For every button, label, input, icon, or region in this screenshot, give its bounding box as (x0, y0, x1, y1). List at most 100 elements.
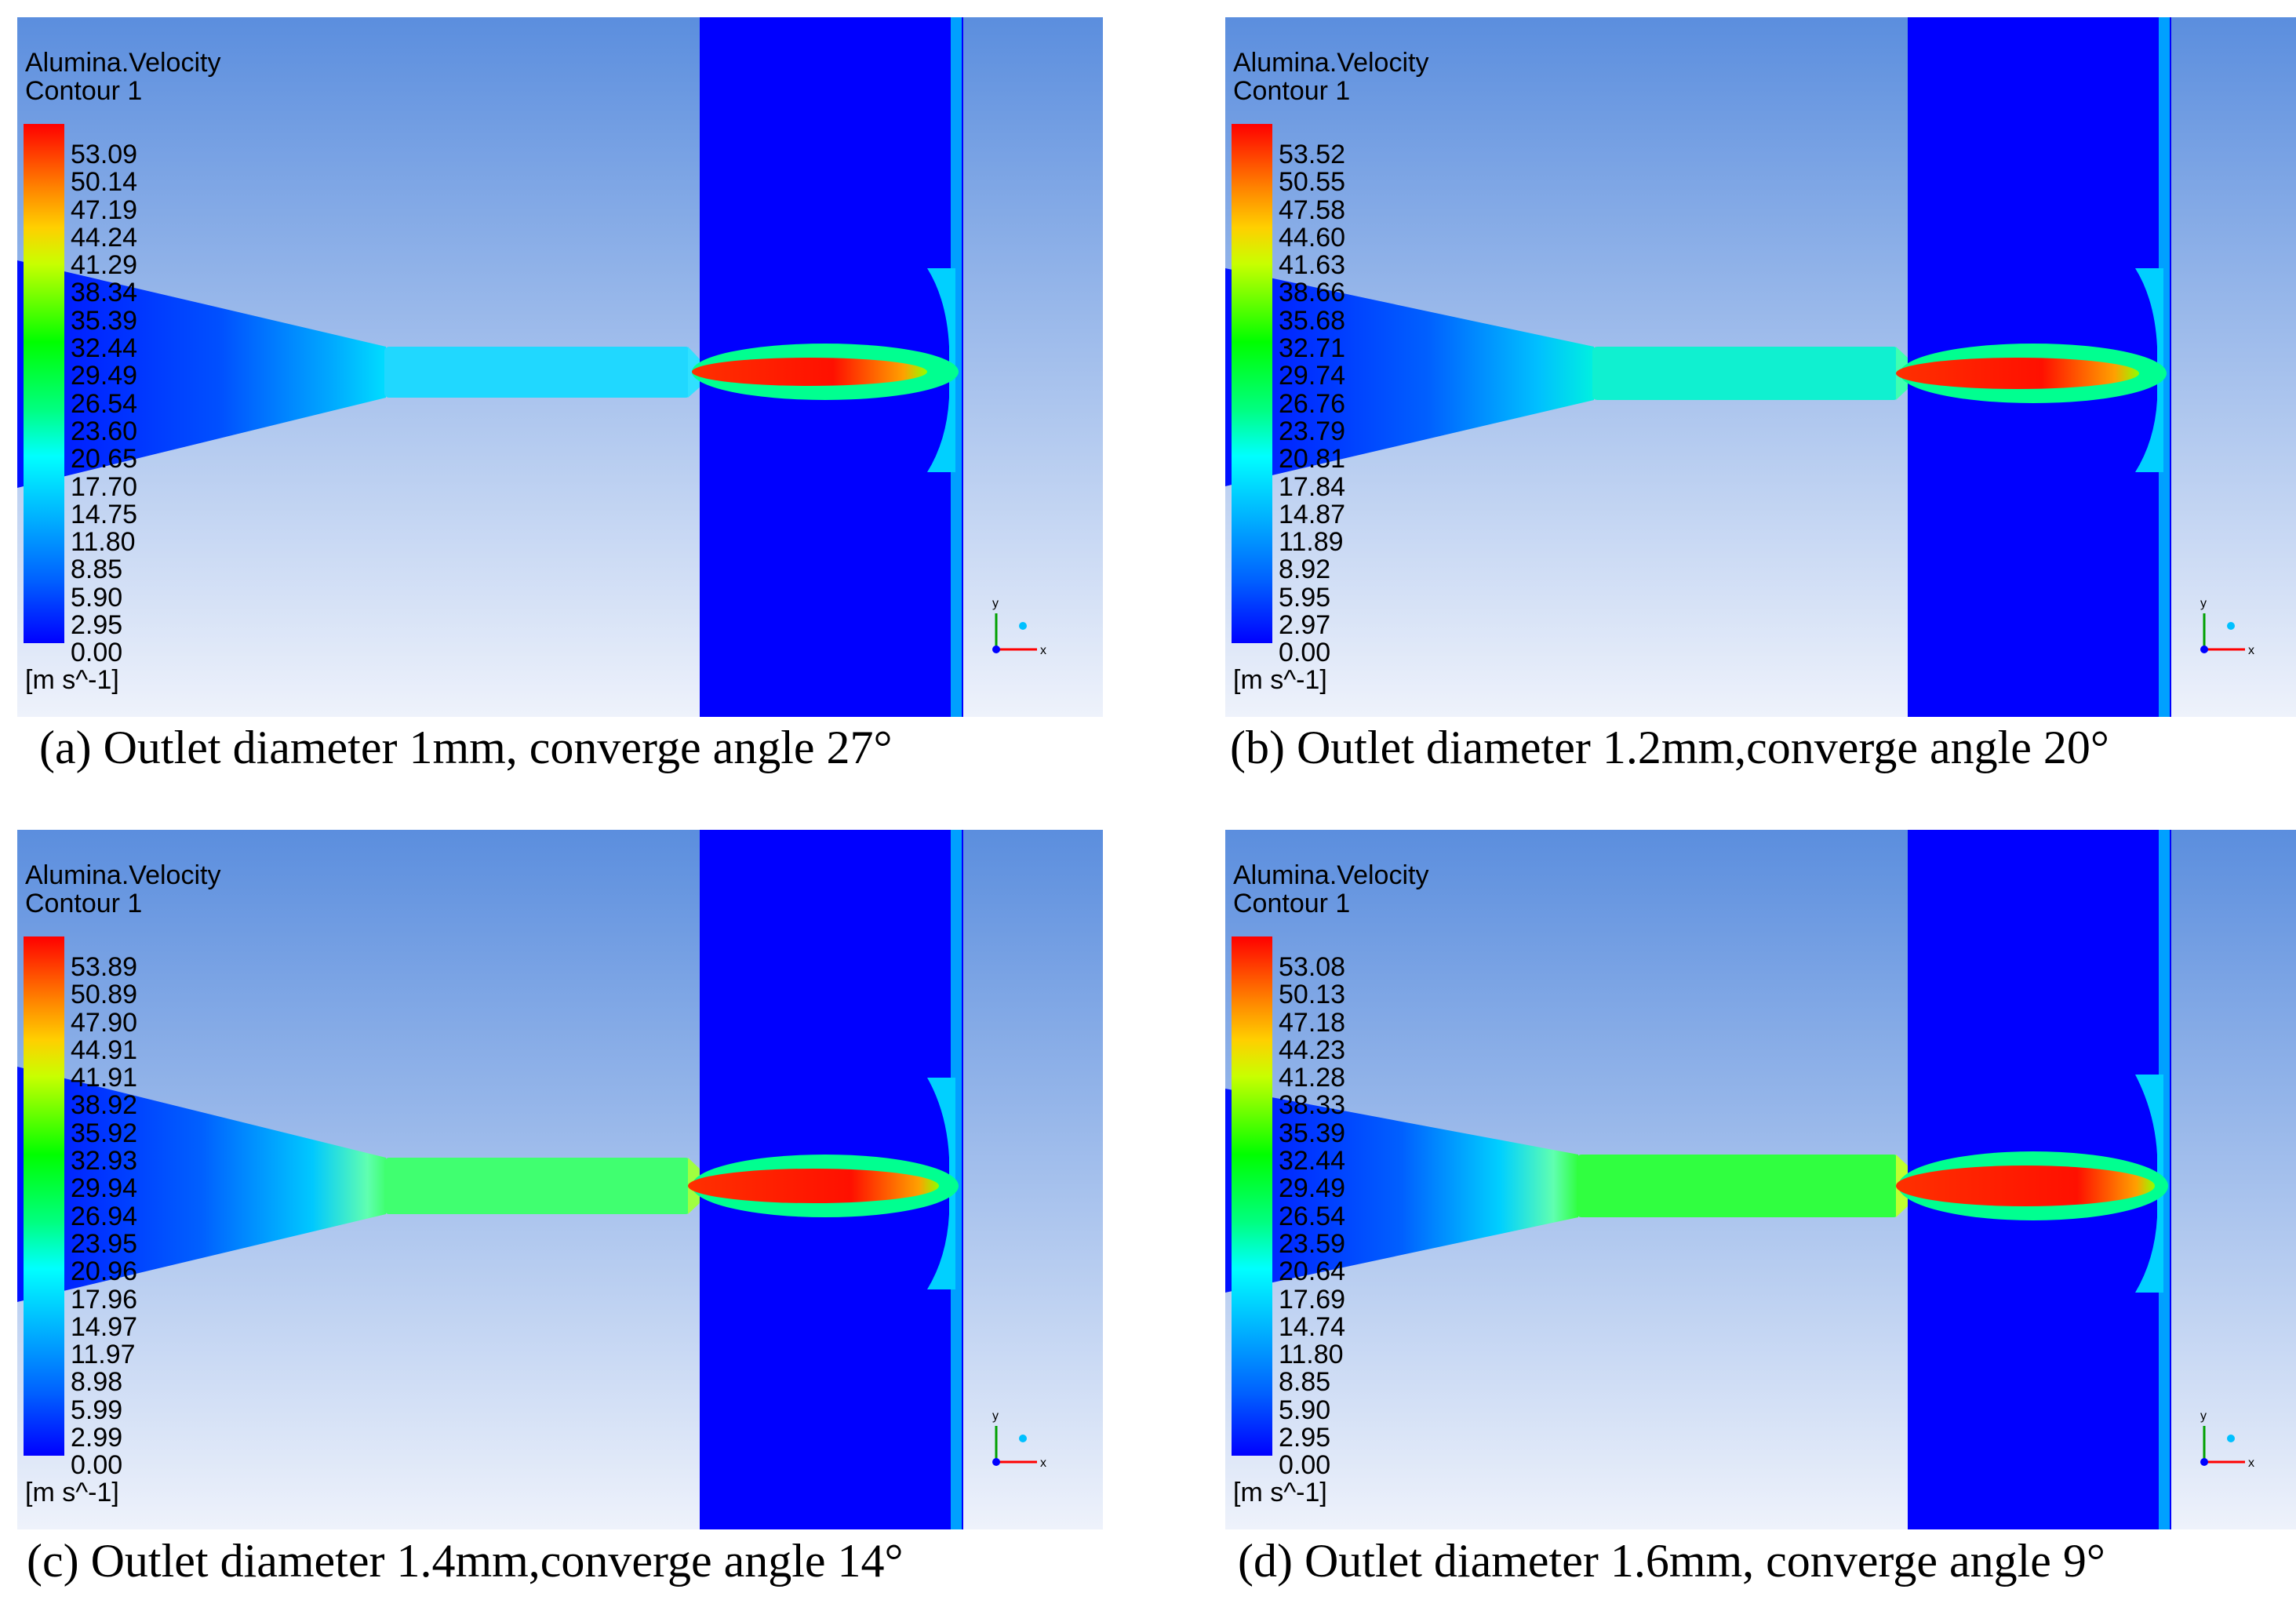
caption-c: (c) Outlet diameter 1.4mm,converge angle… (27, 1535, 904, 1587)
legend-label: 41.29 (71, 250, 138, 281)
legend-labels: 53.08 50.13 47.18 44.23 41.28 38.33 35.3… (1279, 952, 1373, 1480)
legend-labels: 53.09 50.14 47.19 44.24 41.29 38.34 35.3… (71, 140, 165, 667)
legend-label: 53.09 (71, 140, 138, 169)
axis-triad: y x (992, 1409, 1046, 1470)
contour-plot-d: y x (1225, 830, 2296, 1529)
contour-plot-b: y x (1225, 17, 2296, 717)
legend-label: 17.96 (71, 1284, 138, 1315)
legend-label: 50.89 (71, 980, 138, 1010)
color-scale-bar (1232, 936, 1272, 1456)
jet-core (688, 1169, 939, 1203)
caption-a: (a) Outlet diameter 1mm, converge angle … (39, 722, 893, 773)
legend-label: 14.74 (1279, 1311, 1346, 1342)
legend-label: 14.87 (1279, 499, 1346, 529)
jet-core (692, 358, 927, 386)
axis-y-label: y (992, 597, 999, 610)
axis-x-label: x (2248, 644, 2254, 657)
legend-label: 2.95 (71, 610, 123, 641)
legend-label: 50.13 (1279, 980, 1346, 1010)
color-scale-bar (1232, 124, 1272, 643)
legend-label: 11.80 (71, 527, 136, 558)
contour-plot-c: y x (17, 830, 1103, 1529)
legend-label: 26.76 (1279, 388, 1346, 419)
legend-label: 35.39 (1279, 1118, 1346, 1148)
legend-label: 17.70 (71, 471, 138, 502)
legend-label: 35.68 (1279, 305, 1346, 336)
wall-jet (2135, 268, 2163, 472)
contour-title: Contour 1 (25, 889, 143, 918)
legend-label: 17.69 (1279, 1284, 1346, 1315)
legend-label: 2.99 (71, 1423, 123, 1453)
legend-label: 8.92 (1279, 555, 1331, 585)
nozzle-throat (1577, 1155, 1898, 1217)
legend-label: 14.97 (71, 1311, 138, 1342)
legend-label: 20.65 (71, 444, 138, 475)
nozzle-throat (384, 347, 690, 398)
converging-nozzle (17, 260, 386, 488)
axis-y-label: y (992, 1409, 999, 1423)
legend-label: 47.18 (1279, 1007, 1346, 1038)
wall-jet (927, 1078, 955, 1289)
legend-label: 53.89 (71, 952, 138, 982)
contour-panel-c: y x Alumina.Velocity Contour 1 53.89 50.… (17, 830, 1103, 1529)
legend-label: 53.08 (1279, 952, 1346, 982)
units-label: [m s^-1] (25, 665, 119, 695)
contour-title: Contour 1 (1233, 76, 1351, 106)
units-label: [m s^-1] (1233, 1478, 1327, 1507)
legend-label: 11.80 (1279, 1340, 1344, 1370)
nozzle-throat (1592, 347, 1898, 400)
legend-label: 41.28 (1279, 1063, 1346, 1093)
axis-y-label: y (2200, 597, 2207, 610)
legend-label: 17.84 (1279, 471, 1346, 502)
units-label: [m s^-1] (1233, 665, 1327, 695)
legend-label: 0.00 (71, 1450, 123, 1481)
legend-label: 35.39 (71, 305, 138, 336)
contour-panel-a: y x Alumina.Velocity Contour 1 53.09 50.… (17, 17, 1103, 717)
legend-label: 20.81 (1279, 444, 1346, 475)
contour-title: Contour 1 (1233, 889, 1351, 918)
legend-label: 50.55 (1279, 167, 1346, 198)
legend-labels: 53.89 50.89 47.90 44.91 41.91 38.92 35.9… (71, 952, 165, 1481)
legend-label: 38.33 (1279, 1090, 1346, 1121)
legend-label: 26.94 (71, 1201, 138, 1231)
legend-label: 8.98 (71, 1367, 123, 1398)
legend-label: 29.49 (71, 361, 138, 391)
caption-d: (d) Outlet diameter 1.6mm, converge angl… (1238, 1535, 2105, 1587)
legend-label: 41.91 (71, 1063, 138, 1093)
legend-label: 23.79 (1279, 416, 1346, 446)
jet-core (1896, 1166, 2155, 1206)
legend-label: 44.23 (1279, 1035, 1346, 1065)
legend-label: 2.97 (1279, 610, 1331, 641)
outlet-wall (951, 830, 962, 1529)
converging-nozzle (17, 1067, 386, 1302)
units-label: [m s^-1] (25, 1478, 119, 1507)
legend-label: 26.54 (71, 388, 138, 419)
contour-title: Contour 1 (25, 76, 143, 106)
legend-label: 11.89 (1279, 527, 1344, 558)
contour-panel-b: y x Alumina.Velocity Contour 1 53.52 50.… (1225, 17, 2296, 717)
variable-title: Alumina.Velocity (25, 860, 221, 890)
legend-label: 32.71 (1279, 333, 1346, 364)
axis-x-label: x (1040, 1456, 1046, 1470)
legend-label: 5.95 (1279, 582, 1331, 613)
legend-label: 47.90 (71, 1007, 138, 1038)
legend-label: 2.95 (1279, 1423, 1331, 1453)
legend-label: 53.52 (1279, 140, 1346, 169)
legend-label: 50.14 (71, 167, 138, 198)
legend-label: 38.66 (1279, 278, 1346, 308)
legend-label: 44.60 (1279, 222, 1346, 253)
axis-x-label: x (1040, 644, 1046, 657)
legend-label: 8.85 (71, 555, 123, 585)
axis-y-label: y (2200, 1409, 2207, 1423)
color-scale-bar (24, 936, 64, 1456)
caption-b: (b) Outlet diameter 1.2mm,converge angle… (1230, 722, 2109, 773)
wall-jet (927, 268, 955, 472)
legend-label: 23.60 (71, 416, 138, 446)
legend-label: 29.49 (1279, 1173, 1346, 1204)
nozzle-throat (384, 1158, 690, 1214)
legend-label: 8.85 (1279, 1367, 1331, 1398)
legend-label: 38.34 (71, 278, 138, 308)
jet-core (1896, 358, 2139, 389)
wall-jet (2135, 1075, 2163, 1293)
variable-title: Alumina.Velocity (1233, 48, 1429, 78)
